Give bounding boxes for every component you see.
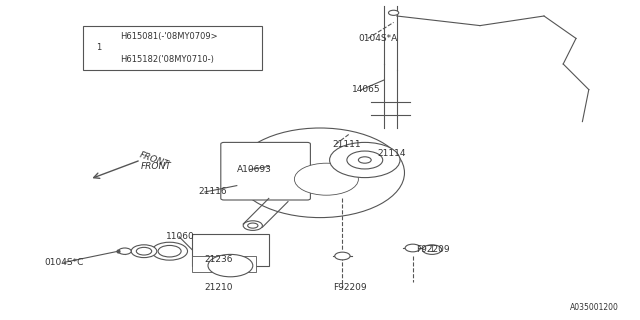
Text: F92209: F92209: [416, 245, 450, 254]
Bar: [192, 256, 256, 272]
Text: 21116: 21116: [198, 188, 227, 196]
Circle shape: [388, 10, 399, 15]
Text: A10693: A10693: [237, 165, 271, 174]
Text: 1: 1: [97, 44, 102, 52]
Text: 21236: 21236: [205, 255, 234, 264]
Bar: [83, 26, 262, 70]
Text: H615081(-'08MY0709>: H615081(-'08MY0709>: [120, 32, 218, 41]
Text: 14065: 14065: [352, 85, 381, 94]
Circle shape: [152, 242, 188, 260]
Text: 0104S*A: 0104S*A: [358, 34, 397, 43]
Text: F92209: F92209: [333, 284, 367, 292]
Circle shape: [158, 245, 181, 257]
Text: A035001200: A035001200: [570, 303, 618, 312]
Circle shape: [405, 244, 420, 252]
Circle shape: [131, 245, 157, 258]
Circle shape: [422, 245, 442, 254]
Text: 0104S*C: 0104S*C: [45, 258, 84, 267]
Text: 1: 1: [429, 245, 435, 254]
Ellipse shape: [294, 163, 358, 195]
Circle shape: [243, 221, 262, 230]
Circle shape: [85, 41, 113, 55]
Bar: [192, 234, 269, 266]
Circle shape: [136, 247, 152, 255]
Text: 21210: 21210: [205, 284, 234, 292]
Circle shape: [347, 151, 383, 169]
Text: 21111: 21111: [333, 140, 362, 148]
Text: 11060: 11060: [166, 232, 195, 241]
Circle shape: [248, 223, 258, 228]
Circle shape: [118, 248, 131, 254]
Text: 21114: 21114: [378, 149, 406, 158]
Text: H615182('08MY0710-): H615182('08MY0710-): [120, 55, 214, 64]
Circle shape: [335, 252, 350, 260]
Text: FRONT: FRONT: [138, 150, 170, 170]
Circle shape: [330, 142, 400, 178]
Text: FRONT: FRONT: [141, 162, 172, 171]
Ellipse shape: [236, 128, 404, 218]
FancyBboxPatch shape: [221, 142, 310, 200]
Circle shape: [358, 157, 371, 163]
Circle shape: [208, 254, 253, 277]
